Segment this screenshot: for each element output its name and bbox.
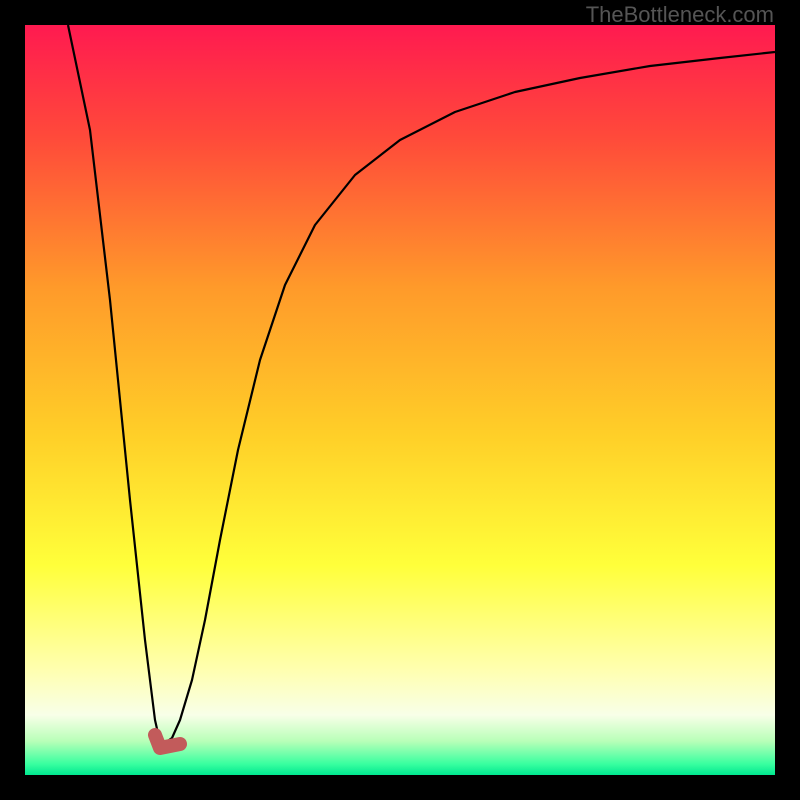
watermark-text: TheBottleneck.com	[586, 2, 774, 28]
curve-layer	[0, 0, 800, 800]
chart-frame: TheBottleneck.com	[0, 0, 800, 800]
bottleneck-curve	[68, 25, 775, 743]
optimum-marker	[155, 735, 180, 748]
